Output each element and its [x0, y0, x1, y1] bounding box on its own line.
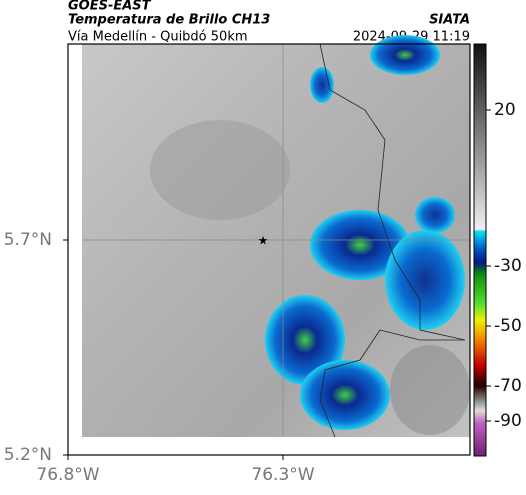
source: GOES-EAST: [68, 0, 152, 14]
colorbar-label: -70: [494, 376, 522, 396]
lat-label: 5.7°N: [4, 230, 52, 250]
storm-cell: [310, 210, 410, 280]
storm-cell: [415, 197, 455, 233]
lon-label: 76.3°W: [251, 465, 314, 485]
cloud: [390, 345, 470, 435]
lat-label: 5.2°N: [4, 445, 52, 465]
storm-cell: [370, 35, 440, 75]
border: [319, 43, 466, 438]
product: Temperatura de Brillo CH13: [68, 13, 270, 28]
colorbar-label: -30: [494, 256, 522, 276]
location-marker: ★: [258, 234, 269, 248]
region: Vía Medellín - Quibdó 50km: [68, 30, 248, 45]
lon-label: 76.8°W: [36, 465, 99, 485]
organization: SIATA: [429, 13, 470, 28]
colorbar-label: -90: [494, 411, 522, 431]
map-border: [67, 43, 471, 456]
colorbar-label: 20: [494, 100, 516, 120]
storm-cell: [265, 295, 345, 385]
storm-cell: [300, 360, 390, 430]
storm-cell: [385, 230, 465, 330]
colorbar: [473, 43, 487, 457]
colorbar-label: -50: [494, 316, 522, 336]
storm-cell: [310, 67, 334, 103]
cloud: [150, 120, 290, 220]
